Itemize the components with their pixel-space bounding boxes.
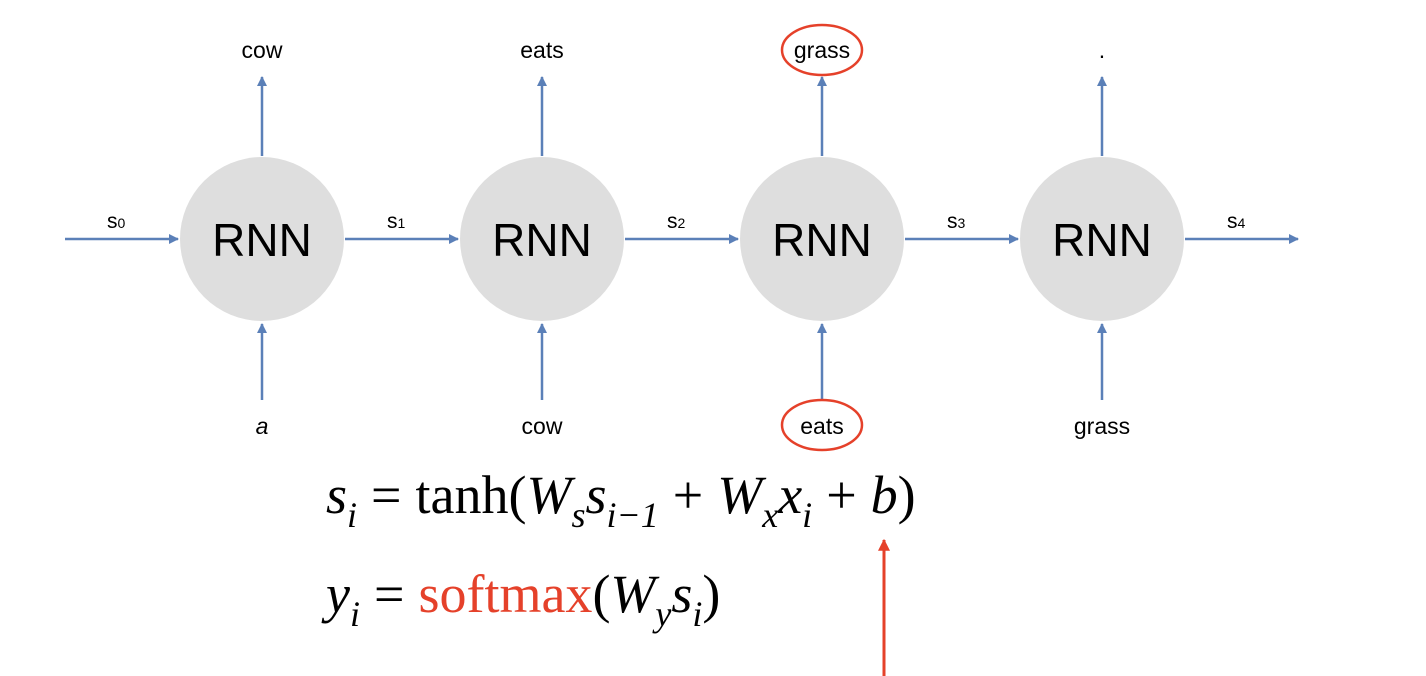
output-token: cow — [242, 37, 283, 63]
output-token: . — [1099, 37, 1105, 63]
state-label-0: s0 — [107, 210, 126, 233]
rnn-cell-2: RNN grass eats — [740, 23, 904, 452]
rnn-node — [460, 157, 624, 321]
input-token: a — [256, 413, 269, 439]
rnn-node-label: RNN — [772, 214, 872, 266]
rnn-cell-3: RNN . grass — [1020, 37, 1184, 439]
input-token: cow — [522, 413, 563, 439]
state-label-3: s3 — [947, 210, 966, 233]
equation-state-update: si = tanh(Wssi−1 + Wxxi + b) — [326, 465, 916, 535]
rnn-node-label: RNN — [492, 214, 592, 266]
output-token: eats — [520, 37, 563, 63]
rnn-node — [1020, 157, 1184, 321]
highlight-circle-input — [780, 398, 864, 452]
output-token: grass — [794, 37, 850, 63]
equation-output: yi = softmax(Wysi) — [321, 564, 720, 634]
rnn-node-label: RNN — [1052, 214, 1152, 266]
input-token: grass — [1074, 413, 1130, 439]
rnn-node — [740, 157, 904, 321]
state-label-4: s4 — [1227, 210, 1246, 233]
rnn-cell-0: RNN cow a — [180, 37, 344, 439]
rnn-cell-1: RNN eats cow — [460, 37, 624, 439]
state-label-2: s2 — [667, 210, 686, 233]
rnn-node — [180, 157, 344, 321]
input-token: eats — [800, 413, 843, 439]
highlight-circle-output — [780, 23, 864, 77]
rnn-node-label: RNN — [212, 214, 312, 266]
state-label-1: s1 — [387, 210, 406, 233]
